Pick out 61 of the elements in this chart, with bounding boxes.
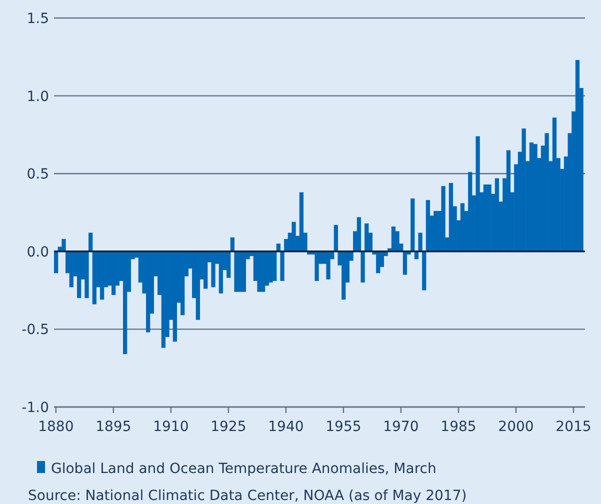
bar bbox=[533, 144, 538, 252]
bar bbox=[180, 251, 185, 316]
x-tick-label: 1955 bbox=[326, 419, 362, 435]
x-tick-label: 1910 bbox=[153, 419, 189, 435]
bar bbox=[242, 251, 246, 292]
bar bbox=[272, 251, 277, 281]
bar bbox=[418, 232, 422, 252]
x-tick-label: 1895 bbox=[96, 419, 132, 435]
bar bbox=[226, 251, 231, 278]
bar bbox=[476, 136, 480, 252]
bar bbox=[62, 238, 66, 252]
bar bbox=[422, 251, 426, 290]
y-tick-label: 1.5 bbox=[26, 11, 49, 27]
bar bbox=[146, 251, 150, 332]
y-tick-label: 0.0 bbox=[26, 244, 49, 260]
bar bbox=[402, 251, 408, 275]
bar bbox=[230, 237, 234, 252]
y-tick-label: -1.0 bbox=[22, 400, 49, 416]
y-tick-label: 1.0 bbox=[26, 88, 49, 105]
x-tick-label: 1940 bbox=[268, 419, 304, 435]
bar bbox=[268, 251, 273, 283]
x-tick-label: 1970 bbox=[383, 419, 419, 435]
bar bbox=[441, 186, 446, 252]
x-tick-label: 1925 bbox=[210, 419, 246, 435]
bar bbox=[84, 251, 89, 298]
bar bbox=[334, 224, 338, 252]
bar bbox=[522, 128, 526, 252]
y-tick-label: -0.5 bbox=[22, 322, 49, 338]
bar bbox=[211, 251, 216, 288]
bar bbox=[376, 251, 380, 274]
bar bbox=[88, 232, 93, 252]
bar bbox=[342, 251, 346, 300]
bar bbox=[544, 133, 549, 252]
bar bbox=[257, 251, 262, 292]
x-tick-label: 1985 bbox=[440, 419, 476, 435]
bar bbox=[238, 251, 242, 292]
bar bbox=[234, 251, 238, 292]
bar bbox=[196, 251, 200, 320]
bar bbox=[410, 198, 415, 252]
bar bbox=[487, 184, 492, 252]
bar bbox=[54, 251, 58, 274]
bar bbox=[356, 217, 362, 252]
y-tick-label: 0.5 bbox=[26, 166, 49, 183]
bar bbox=[360, 251, 365, 283]
x-tick-label: 2015 bbox=[556, 419, 592, 435]
bar bbox=[280, 251, 284, 281]
bar bbox=[261, 251, 266, 292]
bar bbox=[364, 223, 369, 252]
source-note: Source: National Climatic Data Center, NOAA (as of May 2017) bbox=[28, 488, 467, 504]
bar bbox=[468, 172, 472, 252]
bar bbox=[292, 222, 296, 252]
bar bbox=[77, 251, 82, 298]
x-tick-label: 1880 bbox=[38, 419, 74, 435]
bar bbox=[204, 251, 208, 289]
x-tick-label: 2000 bbox=[498, 419, 534, 435]
legend-label: Global Land and Ocean Temperature Anomalies, March bbox=[51, 461, 436, 477]
bar bbox=[434, 210, 438, 252]
bar bbox=[314, 251, 319, 281]
bar bbox=[299, 192, 304, 252]
bar bbox=[326, 251, 330, 280]
bar bbox=[123, 251, 128, 354]
